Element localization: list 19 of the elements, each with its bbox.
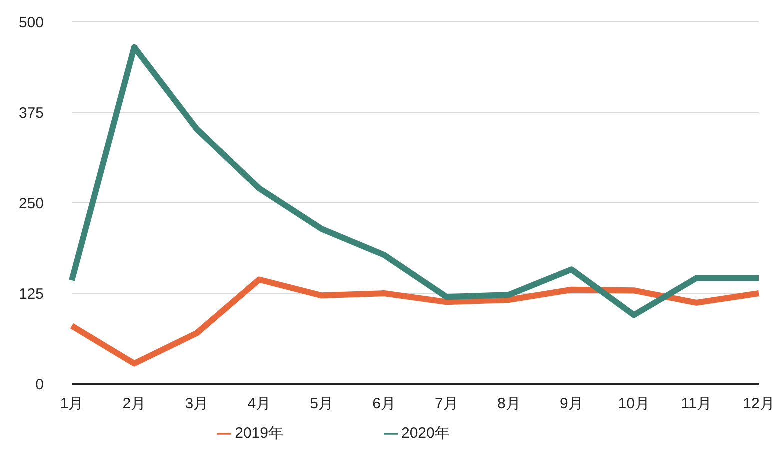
x-tick-label: 6月 <box>372 396 396 413</box>
x-tick-label: 5月 <box>310 396 334 413</box>
legend-label: 2020年 <box>402 425 450 442</box>
legend-label: 2019年 <box>235 425 284 442</box>
x-tick-label: 3月 <box>185 396 209 413</box>
x-tick-label: 8月 <box>498 396 521 413</box>
x-tick-label: 11月 <box>681 396 712 413</box>
y-tick-label: 0 <box>36 376 44 394</box>
x-tick-label: 12月 <box>743 396 775 413</box>
y-tick-label: 375 <box>18 104 44 122</box>
x-tick-label: 1月 <box>60 396 84 413</box>
y-tick-label: 125 <box>18 286 44 303</box>
x-tick-label: 2月 <box>122 396 146 413</box>
x-tick-label: 7月 <box>435 396 458 413</box>
x-tick-label: 9月 <box>560 396 584 413</box>
x-tick-label: 10月 <box>618 396 650 413</box>
y-tick-label: 500 <box>18 14 44 32</box>
y-tick-label: 250 <box>18 195 44 212</box>
x-tick-label: 4月 <box>248 396 272 413</box>
